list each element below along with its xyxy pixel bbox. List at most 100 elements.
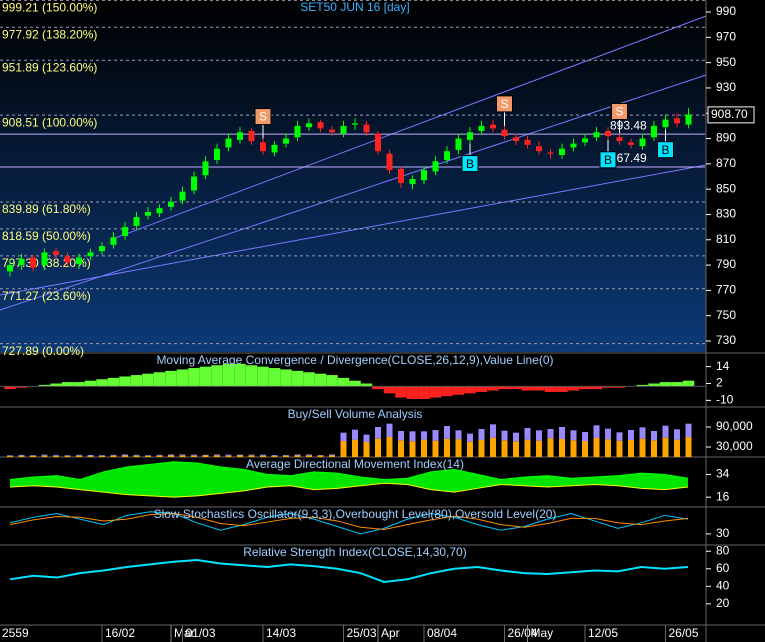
volume-bar: [409, 441, 416, 457]
panel-title: Buy/Sell Volume Analysis: [288, 407, 423, 421]
volume-bar: [87, 455, 94, 456]
macd-bar: [372, 386, 384, 390]
volume-bar: [99, 455, 105, 457]
volume-bar: [478, 429, 485, 440]
candle-body: [168, 201, 174, 207]
macd-bar: [50, 383, 62, 387]
annotation-label: 867.49: [610, 151, 647, 165]
volume-bar: [455, 430, 462, 440]
candle-body: [386, 153, 393, 171]
y-tick-label: 810: [716, 232, 736, 246]
candle-body: [570, 143, 577, 148]
candle-body: [156, 208, 163, 214]
signal-label: S: [259, 110, 267, 124]
candle-body: [317, 122, 324, 129]
volume-bar: [639, 438, 646, 457]
volume-bar: [524, 439, 531, 457]
candle-body: [375, 133, 381, 152]
volume-bar: [53, 455, 59, 456]
macd-bar: [510, 386, 522, 390]
candle-body: [651, 125, 657, 138]
candle-body: [133, 216, 140, 226]
y-tick-label: -10: [716, 393, 734, 407]
volume-bar: [248, 454, 255, 456]
volume-bar: [467, 441, 473, 457]
signal-label: S: [500, 97, 508, 111]
candle-body: [662, 119, 669, 128]
volume-bar: [352, 439, 358, 457]
y-tick-label: 950: [716, 55, 736, 69]
macd-bar: [487, 386, 499, 391]
volume-bar: [283, 455, 289, 456]
volume-bar: [628, 430, 634, 440]
volume-bar: [7, 455, 13, 456]
volume-bar: [340, 432, 347, 441]
macd-bar: [142, 373, 154, 387]
x-tick-label: 26/04: [508, 626, 538, 640]
volume-bar: [432, 430, 439, 441]
last-price-label: 908.70: [711, 107, 748, 121]
macd-bar: [349, 380, 361, 387]
volume-bar: [260, 455, 266, 457]
macd-bar: [165, 370, 177, 387]
candle-body: [202, 161, 209, 176]
y-tick-label: 34: [716, 467, 730, 481]
macd-bar: [475, 386, 488, 392]
volume-bar: [582, 441, 588, 457]
volume-bar: [237, 454, 243, 456]
volume-bar: [225, 455, 232, 457]
volume-bar: [501, 440, 508, 457]
y-tick-label: 870: [716, 156, 736, 170]
panel-title: Slow Stochastics Oscillator(9,3,3),Overb…: [154, 507, 557, 521]
volume-bar: [375, 427, 381, 439]
y-tick-label: 770: [716, 283, 736, 297]
x-tick-label: 08/04: [427, 626, 457, 640]
volume-bar: [202, 454, 209, 456]
candle-body: [122, 227, 128, 236]
volume-bar: [191, 454, 197, 456]
adx-line: [9, 461, 689, 480]
macd-bar: [15, 386, 28, 388]
trend-line: [0, 164, 707, 296]
macd-bar: [119, 376, 131, 387]
volume-bar: [237, 455, 243, 457]
volume-bar: [685, 423, 692, 437]
macd-bar: [429, 386, 442, 398]
macd-bar: [280, 369, 292, 387]
macd-bar: [73, 382, 85, 387]
volume-bar: [248, 455, 255, 457]
candle-body: [110, 237, 117, 245]
volume-bar: [202, 455, 209, 457]
macd-bar: [659, 382, 672, 387]
y-tick-label: 750: [716, 308, 736, 322]
trend-lines: [0, 15, 707, 311]
macd-bar: [199, 366, 212, 387]
volume-bar: [306, 454, 312, 456]
volume-bar: [340, 441, 347, 457]
y-tick-label: 930: [716, 80, 736, 94]
candle-body: [64, 256, 71, 263]
macd-bar: [268, 368, 281, 387]
macd-bar: [84, 380, 97, 387]
volume-bar: [18, 454, 25, 456]
volume-bar: [616, 440, 623, 457]
y-tick-label: 790: [716, 257, 736, 271]
volume-bar: [398, 440, 404, 457]
volume-bar: [616, 432, 623, 441]
indicator-line: [9, 513, 689, 530]
y-tick-label: 60: [716, 561, 730, 575]
macd-bar: [498, 386, 511, 390]
candle-body: [294, 125, 301, 138]
y-tick-label: 30,000: [716, 439, 753, 453]
volume-bar: [41, 455, 48, 457]
candle-body: [398, 168, 404, 183]
macd-bar: [682, 380, 695, 387]
candle-body: [444, 151, 450, 161]
adx-band: [10, 461, 688, 498]
volume-bar: [53, 456, 59, 457]
volume-bar: [501, 430, 508, 441]
candle-body: [30, 257, 36, 268]
y-tick-label: 20: [716, 596, 730, 610]
